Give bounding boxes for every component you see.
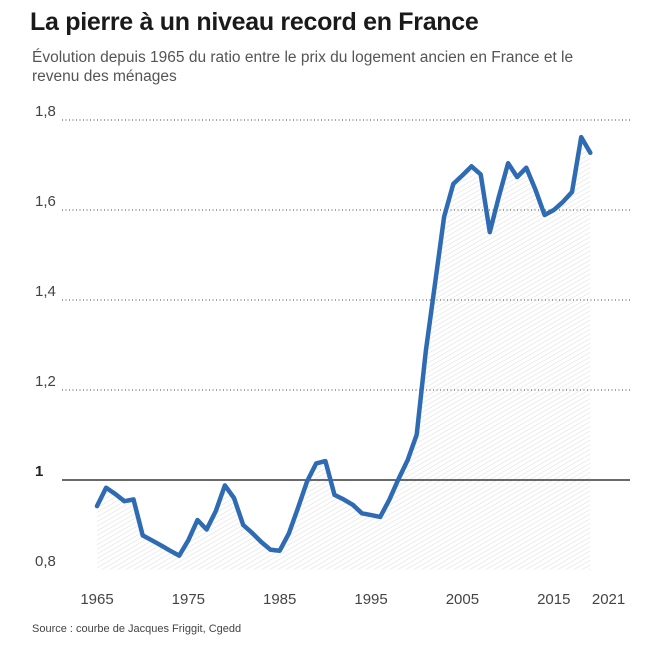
y-tick-label: 1,8: [35, 103, 56, 120]
x-tick-label: 1975: [172, 591, 205, 608]
y-tick-label: 1,6: [35, 193, 56, 210]
chart-title: La pierre à un niveau record en France: [30, 8, 479, 36]
y-tick-label: 1: [35, 463, 43, 480]
x-tick-label: 2015: [537, 591, 570, 608]
chart-subtitle: Évolution depuis 1965 du ratio entre le …: [32, 49, 574, 85]
series-area-fill: [97, 137, 591, 570]
y-tick-label: 1,2: [35, 373, 56, 390]
x-tick-label: 2005: [446, 591, 479, 608]
series-line: [94, 134, 593, 558]
source-note: Source : courbe de Jacques Friggit, Cged…: [32, 623, 242, 635]
y-tick-label: 0,8: [35, 553, 56, 570]
y-tick-label: 1,4: [35, 283, 56, 300]
x-tick-label: 1995: [354, 591, 387, 608]
x-tick-label: 1985: [263, 591, 296, 608]
x-tick-label: 2021: [592, 591, 625, 608]
x-tick-label: 1965: [80, 591, 113, 608]
